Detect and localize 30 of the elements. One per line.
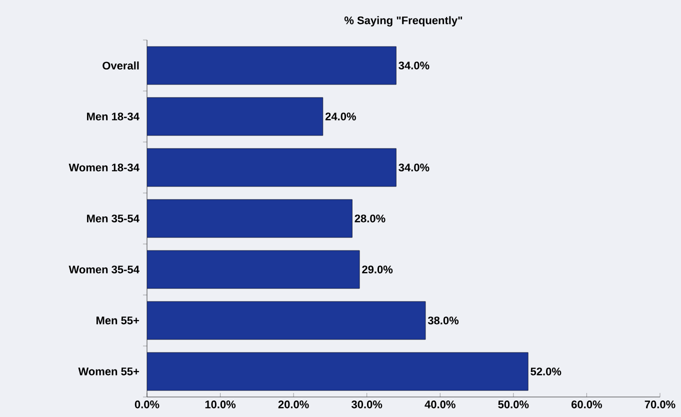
- bar: [147, 148, 396, 187]
- data-label: 28.0%: [354, 214, 386, 222]
- x-tick-label: 60.0%: [572, 400, 602, 408]
- data-label: 38.0%: [428, 316, 459, 324]
- bar: [147, 250, 360, 289]
- y-tick-label: Men 55+: [96, 316, 140, 324]
- data-label: 34.0%: [398, 62, 430, 70]
- bar: [147, 46, 396, 85]
- y-tick-label: Overall: [102, 61, 139, 70]
- x-tick-label: 50.0%: [498, 400, 529, 408]
- data-label: 34.0%: [398, 164, 430, 172]
- data-label: 29.0%: [362, 266, 393, 274]
- chart-title: % Saying "Frequently": [344, 16, 462, 26]
- x-tick-label: 20.0%: [278, 400, 309, 408]
- x-tick-label: 40.0%: [424, 400, 456, 408]
- y-tick-label: Men 18-34: [87, 112, 140, 120]
- x-tick-label: 0.0%: [134, 400, 160, 408]
- bar: [147, 199, 352, 238]
- data-label: 24.0%: [325, 112, 356, 120]
- y-tick-label: Women 18-34: [68, 164, 140, 172]
- bar: [147, 352, 528, 391]
- bar: [147, 97, 324, 136]
- x-tick-label: 10.0%: [205, 400, 236, 408]
- y-tick-label: Women 55+: [78, 368, 140, 376]
- y-tick-label: Women 35-54: [68, 266, 140, 274]
- x-tick-label: 30.0%: [352, 400, 382, 408]
- x-tick-label: 70.0%: [644, 400, 676, 408]
- bar: [147, 301, 426, 340]
- y-tick-label: Men 35-54: [87, 214, 140, 222]
- data-label: 52.0%: [530, 368, 562, 376]
